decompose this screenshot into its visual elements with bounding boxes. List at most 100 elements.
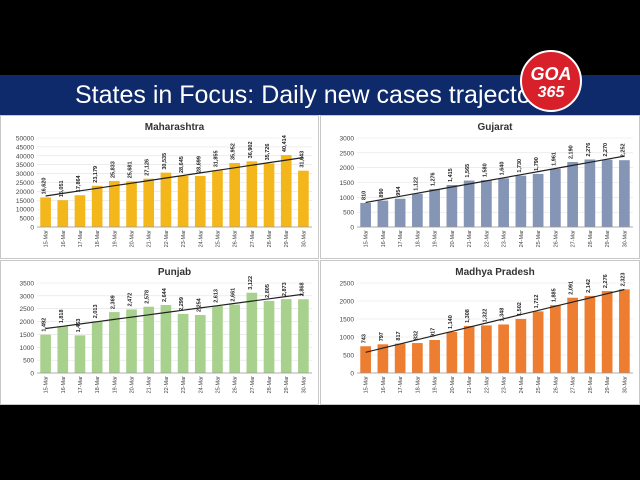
chart-title: Maharashtra xyxy=(145,122,205,133)
data-label: 2,142 xyxy=(586,279,592,293)
x-tick-label: 24-Mar xyxy=(198,376,204,394)
data-label: 2,013 xyxy=(93,304,99,318)
x-tick-label: 21-Mar xyxy=(467,376,473,394)
x-tick-label: 30-Mar xyxy=(622,230,628,248)
data-label: 2,270 xyxy=(603,143,609,157)
data-label: 1,308 xyxy=(465,309,471,323)
x-tick-label: 20-Mar xyxy=(450,230,456,248)
data-label: 2,472 xyxy=(128,293,134,307)
bar xyxy=(246,161,258,227)
bar xyxy=(177,313,189,373)
data-label: 15,051 xyxy=(59,180,65,197)
x-tick-label: 24-Mar xyxy=(519,230,525,248)
data-label: 1,730 xyxy=(517,159,523,173)
x-tick-label: 19-Mar xyxy=(433,230,439,248)
chart-title: Gujarat xyxy=(477,122,513,133)
data-label: 31,643 xyxy=(299,151,305,168)
x-tick-label: 30-Mar xyxy=(301,376,307,394)
data-label: 17,864 xyxy=(76,174,82,192)
chart-madhya-pradesh: Madhya Pradesh 0 500 1000 1500 2000 2500 743 15-… xyxy=(340,267,633,394)
chart-title: Madhya Pradesh xyxy=(455,267,534,278)
bar xyxy=(463,325,475,373)
bar xyxy=(160,305,172,373)
data-label: 1,322 xyxy=(482,309,488,323)
channel-logo: GOA 365 xyxy=(520,50,582,112)
bar xyxy=(619,160,630,227)
y-tick-label: 25000 xyxy=(16,180,34,187)
logo-text-top: GOA xyxy=(530,64,572,84)
bar xyxy=(481,180,492,227)
y-tick-label: 3000 xyxy=(340,136,355,143)
data-label: 954 xyxy=(396,186,402,196)
chart-panel-madhya-pradesh: Madhya Pradesh 0 500 1000 1500 2000 2500 743 15-… xyxy=(320,260,640,405)
y-tick-label: 0 xyxy=(30,225,34,232)
data-label: 35,952 xyxy=(231,143,237,160)
bar xyxy=(498,324,509,373)
x-tick-label: 21-Mar xyxy=(467,230,473,248)
bar xyxy=(263,163,275,227)
bar xyxy=(74,335,86,373)
y-tick-label: 20000 xyxy=(16,189,34,196)
x-tick-label: 22-Mar xyxy=(164,376,170,394)
data-label: 1,712 xyxy=(534,295,540,309)
data-label: 28,699 xyxy=(196,156,202,173)
y-tick-label: 1000 xyxy=(340,335,355,342)
x-tick-label: 15-Mar xyxy=(44,230,50,248)
data-label: 31,855 xyxy=(213,150,219,167)
y-tick-label: 0 xyxy=(30,371,34,378)
data-label: 890 xyxy=(379,188,385,197)
bar xyxy=(143,178,155,227)
y-tick-label: 2000 xyxy=(20,319,35,326)
bar xyxy=(584,295,596,373)
x-tick-label: 27-Mar xyxy=(250,230,256,248)
data-label: 810 xyxy=(362,191,368,200)
y-tick-label: 1500 xyxy=(20,332,35,339)
bar xyxy=(126,309,137,373)
bar xyxy=(394,198,406,227)
y-tick-label: 2500 xyxy=(340,281,355,288)
data-label: 2,323 xyxy=(620,273,626,287)
x-tick-label: 21-Mar xyxy=(147,230,153,248)
bar xyxy=(481,325,492,373)
chart-maharashtra: Maharashtra 0 5000 10000 15000 20000 25000 3000… xyxy=(16,122,312,248)
data-label: 1,140 xyxy=(448,315,454,329)
bar xyxy=(360,202,371,227)
x-tick-label: 20-Mar xyxy=(130,230,136,248)
bar xyxy=(429,339,440,373)
data-label: 1,790 xyxy=(534,157,540,171)
x-tick-label: 16-Mar xyxy=(61,230,67,248)
y-tick-label: 500 xyxy=(343,210,354,217)
bar xyxy=(57,200,69,227)
bar xyxy=(91,185,103,227)
bar xyxy=(567,297,578,373)
data-label: 1,415 xyxy=(448,168,454,182)
data-label: 2,276 xyxy=(586,143,592,157)
x-tick-label: 26-Mar xyxy=(233,230,239,248)
x-tick-label: 25-Mar xyxy=(536,376,542,394)
bar xyxy=(109,181,120,227)
x-tick-label: 15-Mar xyxy=(364,230,370,248)
bar xyxy=(246,292,258,373)
x-tick-label: 24-Mar xyxy=(519,376,525,394)
x-tick-label: 16-Mar xyxy=(381,230,387,248)
chart-panel-punjab: Punjab 0 500 1000 1500 2000 2500 3000 3500 1,492 1… xyxy=(0,260,319,405)
data-label: 1,348 xyxy=(500,308,506,322)
bar xyxy=(515,175,527,227)
x-tick-label: 28-Mar xyxy=(267,230,273,248)
x-tick-label: 28-Mar xyxy=(588,376,594,394)
x-tick-label: 25-Mar xyxy=(215,376,221,394)
y-tick-label: 35000 xyxy=(16,162,34,169)
y-tick-label: 1500 xyxy=(340,317,355,324)
data-label: 2,299 xyxy=(179,297,185,311)
x-tick-label: 18-Mar xyxy=(415,230,421,248)
bar xyxy=(584,159,596,227)
bar xyxy=(212,305,223,373)
x-tick-label: 23-Mar xyxy=(502,230,508,248)
data-label: 1,502 xyxy=(517,302,523,316)
data-label: 1,818 xyxy=(59,309,65,323)
bar xyxy=(532,311,544,373)
data-label: 30,535 xyxy=(162,153,168,170)
y-tick-label: 500 xyxy=(23,358,34,365)
bar xyxy=(498,178,509,227)
bar xyxy=(446,331,458,373)
